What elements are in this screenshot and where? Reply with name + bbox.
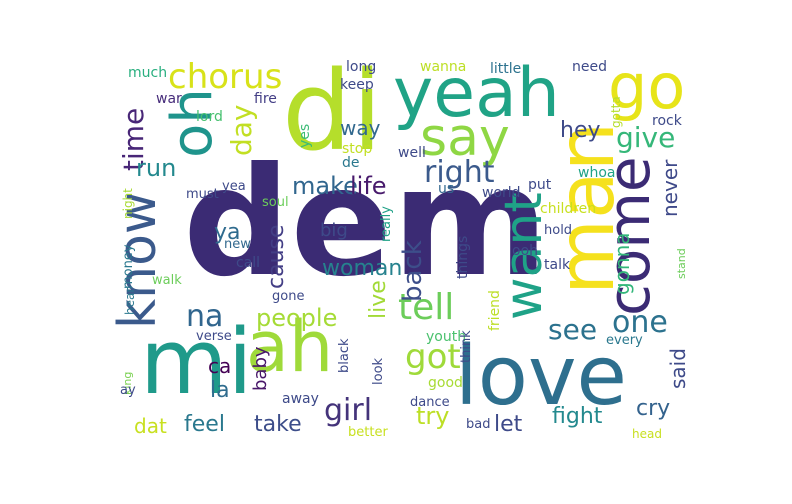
cloud-word: la bbox=[210, 378, 230, 403]
cloud-word: ay bbox=[120, 383, 136, 398]
cloud-word: back bbox=[398, 240, 428, 302]
cloud-word: things bbox=[455, 235, 471, 279]
cloud-word: us bbox=[438, 181, 455, 197]
cloud-word: try bbox=[416, 402, 450, 430]
cloud-word: never bbox=[658, 159, 682, 217]
cloud-word: dat bbox=[134, 414, 167, 438]
cloud-word: run bbox=[136, 154, 177, 182]
cloud-word: ca bbox=[208, 354, 232, 378]
cloud-word: war bbox=[156, 91, 182, 107]
cloud-word: dem bbox=[183, 136, 549, 310]
cloud-word: said bbox=[666, 348, 690, 389]
cloud-word: give bbox=[616, 121, 676, 154]
cloud-word: feel bbox=[184, 412, 225, 437]
cloud-word: yeah bbox=[393, 54, 560, 133]
cloud-word: let bbox=[494, 412, 523, 437]
cloud-word: walk bbox=[152, 273, 182, 288]
cloud-word: day bbox=[225, 104, 258, 156]
cloud-word: stand bbox=[675, 248, 688, 279]
cloud-word: lord bbox=[196, 109, 223, 125]
cloud-word: black bbox=[337, 338, 352, 373]
cloud-word: way bbox=[340, 116, 381, 140]
cloud-word: life bbox=[350, 172, 387, 200]
cloud-word: big bbox=[320, 220, 348, 241]
cloud-word: fire bbox=[254, 91, 277, 107]
cloud-word: gone bbox=[272, 289, 305, 304]
cloud-word: good bbox=[428, 375, 463, 391]
cloud-word: youth bbox=[426, 329, 467, 345]
cloud-word: see bbox=[548, 313, 598, 346]
cloud-word: cause bbox=[264, 224, 289, 289]
cloud-word: de bbox=[342, 155, 360, 171]
cloud-word: dance bbox=[410, 395, 450, 410]
cloud-word: keep bbox=[340, 77, 374, 93]
cloud-word: look bbox=[371, 357, 386, 385]
cloud-word: take bbox=[254, 412, 302, 437]
cloud-word: hear bbox=[123, 287, 137, 315]
cloud-word: really bbox=[379, 206, 394, 242]
cloud-word: woman bbox=[322, 256, 403, 281]
cloud-word: wanna bbox=[420, 59, 467, 75]
cloud-word: little bbox=[490, 61, 522, 77]
cloud-word: say bbox=[420, 108, 510, 168]
cloud-word: make bbox=[292, 172, 358, 200]
cloud-word: gotta bbox=[609, 96, 623, 128]
cloud-word: girl bbox=[324, 393, 373, 428]
cloud-word: tell bbox=[398, 287, 455, 328]
cloud-word: new bbox=[224, 237, 251, 252]
cloud-word: need bbox=[572, 59, 607, 75]
cloud-word: bad bbox=[466, 417, 491, 432]
cloud-word: di bbox=[282, 47, 383, 175]
cloud-word: friend bbox=[487, 290, 503, 331]
cloud-word: talk bbox=[544, 257, 571, 273]
cloud-word: hold bbox=[544, 223, 573, 238]
cloud-word: world bbox=[482, 185, 521, 201]
cloud-word: cry bbox=[636, 396, 671, 421]
cloud-word: one bbox=[612, 305, 668, 340]
cloud-word: ooh bbox=[512, 243, 539, 259]
cloud-word: yes bbox=[297, 123, 313, 148]
cloud-word: mi bbox=[140, 310, 253, 415]
cloud-word: love bbox=[455, 329, 627, 424]
cloud-word: chorus bbox=[168, 57, 283, 97]
cloud-word: ya bbox=[214, 220, 241, 245]
cloud-word: children bbox=[540, 201, 597, 217]
cloud-word: stop bbox=[342, 141, 373, 157]
cloud-word: yea bbox=[222, 179, 246, 194]
cloud-word: people bbox=[256, 304, 338, 332]
cloud-word: away bbox=[282, 391, 319, 407]
cloud-word: must bbox=[186, 187, 219, 202]
cloud-word: verse bbox=[196, 329, 232, 344]
cloud-word: well bbox=[398, 145, 426, 161]
cloud-word: fight bbox=[552, 404, 603, 429]
cloud-word: head bbox=[632, 427, 662, 441]
cloud-word: long bbox=[346, 59, 377, 75]
cloud-word: baby bbox=[250, 346, 271, 391]
cloud-word: every bbox=[606, 333, 643, 348]
cloud-word: put bbox=[528, 177, 552, 193]
cloud-word: rock bbox=[652, 113, 682, 129]
cloud-word: night bbox=[121, 188, 135, 219]
cloud-word: go bbox=[608, 50, 686, 123]
cloud-word: na bbox=[186, 299, 224, 334]
cloud-word: call bbox=[236, 255, 261, 271]
cloud-word: right bbox=[424, 155, 495, 190]
cloud-word: know bbox=[108, 191, 168, 329]
cloud-word: money bbox=[121, 244, 136, 289]
cloud-word: soul bbox=[262, 195, 289, 210]
cloud-word: ah bbox=[246, 306, 334, 388]
cloud-word: whoa bbox=[578, 165, 616, 181]
cloud-word: think bbox=[459, 330, 474, 363]
cloud-word: hey bbox=[560, 118, 601, 143]
cloud-word: live bbox=[366, 280, 391, 319]
cloud-word: got bbox=[405, 337, 461, 377]
cloud-word: much bbox=[128, 65, 168, 81]
cloud-word: better bbox=[348, 425, 388, 440]
cloud-word: gonna bbox=[610, 232, 634, 295]
